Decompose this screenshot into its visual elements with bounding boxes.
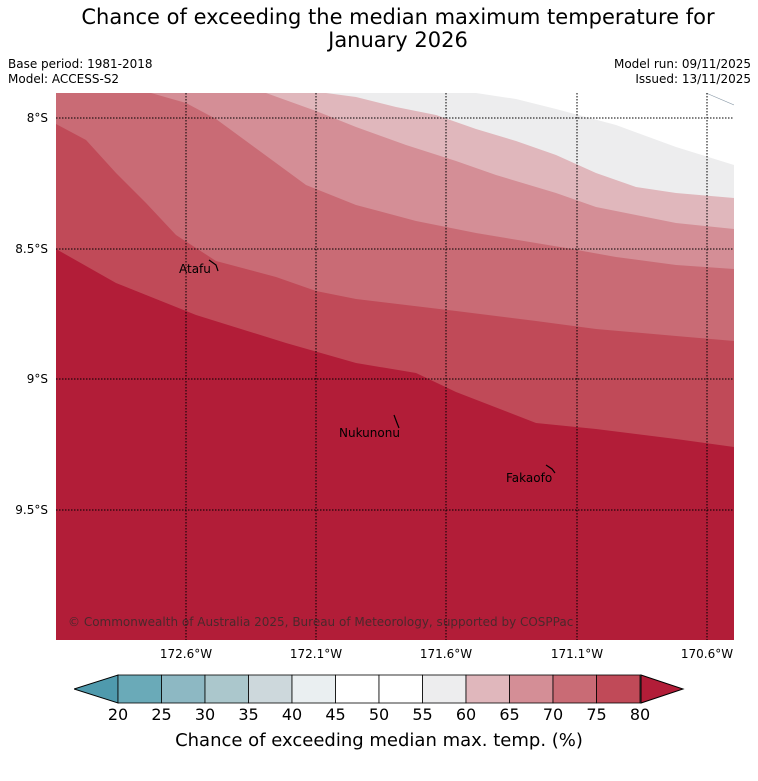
colorbar-cell [204,674,249,704]
colorbar-cell [465,674,510,704]
colorbar-tick: 45 [325,705,346,724]
issued-date: Issued: 13/11/2025 [635,72,751,86]
colorbar-cell [291,674,336,704]
map-svg [56,93,734,640]
lat-label-8-5s: 8.5°S [15,242,48,256]
colorbar-tick: 70 [542,705,564,724]
colorbar-cell [335,674,380,704]
colorbar-cell [248,674,293,704]
lon-label-171-6w: 171.6°W [419,647,473,661]
base-period: Base period: 1981-2018 [8,57,153,71]
meta-left: Base period: 1981-2018 Model: ACCESS-S2 [8,57,153,87]
lon-label-172-6w: 172.6°W [159,647,213,661]
colorbar-tick: 55 [412,705,433,724]
colorbar-cell [509,674,554,704]
colorbar-cell [422,674,467,704]
model-run: Model run: 09/11/2025 [613,57,751,71]
title-line-2: January 2026 [328,28,468,52]
lon-label-170-6w: 170.6°W [680,647,734,661]
lat-label-8s: 8°S [26,111,48,125]
colorbar-label: Chance of exceeding median max. temp. (%… [175,730,583,751]
colorbar-tick: 30 [194,705,216,724]
band-low-contour [606,93,734,135]
colorbar-cell [552,674,597,704]
map-panel [56,93,734,640]
meta-right: Model run: 09/11/2025 Issued: 13/11/2025 [614,57,751,87]
atafu-coastline [208,259,219,272]
colorbar-tick: 25 [151,705,172,724]
colorbar-tick: 80 [629,705,651,724]
model-name: Model: ACCESS-S2 [8,72,120,86]
nukunonu-coastline [393,414,400,429]
lon-label-171-1w: 171.1°W [550,647,604,661]
band-50-55 [396,93,734,165]
colorbar-cell [378,674,423,704]
island-label-fakaofo: Fakaofo [506,471,553,485]
island-label-nukunonu: Nukunonu [339,426,400,440]
colorbar-tick: 75 [586,705,607,724]
lat-label-9s: 9°S [26,372,48,386]
colorbar-cell [596,674,641,704]
colorbar-high-extend [640,674,685,704]
colorbar-tick: 50 [368,705,390,724]
copyright-notice: © Commonwealth of Australia 2025, Bureau… [68,615,574,629]
colorbar-cells [117,674,641,704]
colorbar-tick: 65 [499,705,520,724]
colorbar [74,674,685,704]
colorbar-cell [161,674,206,704]
colorbar-tick: 35 [238,705,259,724]
lat-label-9-5s: 9.5°S [15,503,48,517]
lon-label-172-1w: 172.1°W [289,647,343,661]
title-line-1: Chance of exceeding the median maximum t… [81,5,715,29]
island-label-atafu: Atafu [179,262,211,276]
fakaofo-coastline [545,464,556,474]
contour-line [705,93,734,106]
colorbar-tick: 40 [281,705,303,724]
colorbar-low-extend [74,674,119,704]
colorbar-tick: 20 [107,705,129,724]
colorbar-tick: 60 [455,705,477,724]
chart-title: Chance of exceeding the median maximum t… [0,6,758,52]
colorbar-cell [117,674,162,704]
